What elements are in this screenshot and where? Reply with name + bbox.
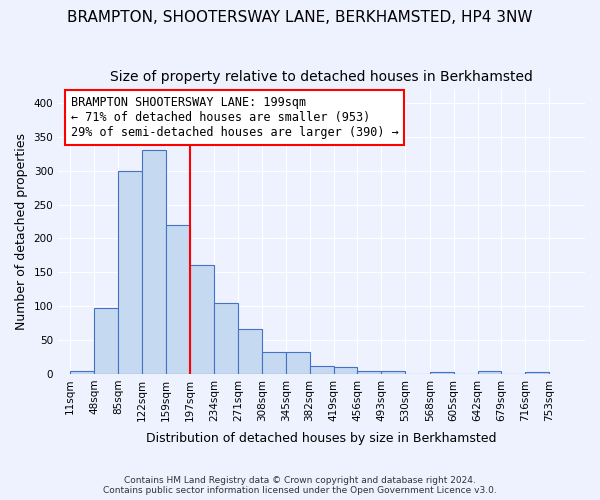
- Text: BRAMPTON, SHOOTERSWAY LANE, BERKHAMSTED, HP4 3NW: BRAMPTON, SHOOTERSWAY LANE, BERKHAMSTED,…: [67, 10, 533, 25]
- Bar: [118, 170, 142, 374]
- Bar: [262, 352, 286, 374]
- Bar: [334, 367, 358, 374]
- Bar: [238, 328, 262, 374]
- Text: Contains HM Land Registry data © Crown copyright and database right 2024.
Contai: Contains HM Land Registry data © Crown c…: [103, 476, 497, 495]
- Bar: [430, 372, 454, 374]
- Bar: [525, 372, 549, 374]
- Y-axis label: Number of detached properties: Number of detached properties: [15, 133, 28, 330]
- Bar: [166, 225, 190, 374]
- Text: BRAMPTON SHOOTERSWAY LANE: 199sqm
← 71% of detached houses are smaller (953)
29%: BRAMPTON SHOOTERSWAY LANE: 199sqm ← 71% …: [71, 96, 398, 139]
- Bar: [214, 303, 238, 374]
- Bar: [94, 308, 118, 374]
- Bar: [478, 371, 502, 374]
- Title: Size of property relative to detached houses in Berkhamsted: Size of property relative to detached ho…: [110, 70, 533, 84]
- Bar: [310, 366, 334, 374]
- X-axis label: Distribution of detached houses by size in Berkhamsted: Distribution of detached houses by size …: [146, 432, 497, 445]
- Bar: [190, 266, 214, 374]
- Bar: [286, 352, 310, 374]
- Bar: [142, 150, 166, 374]
- Bar: [70, 371, 94, 374]
- Bar: [382, 370, 405, 374]
- Bar: [358, 370, 382, 374]
